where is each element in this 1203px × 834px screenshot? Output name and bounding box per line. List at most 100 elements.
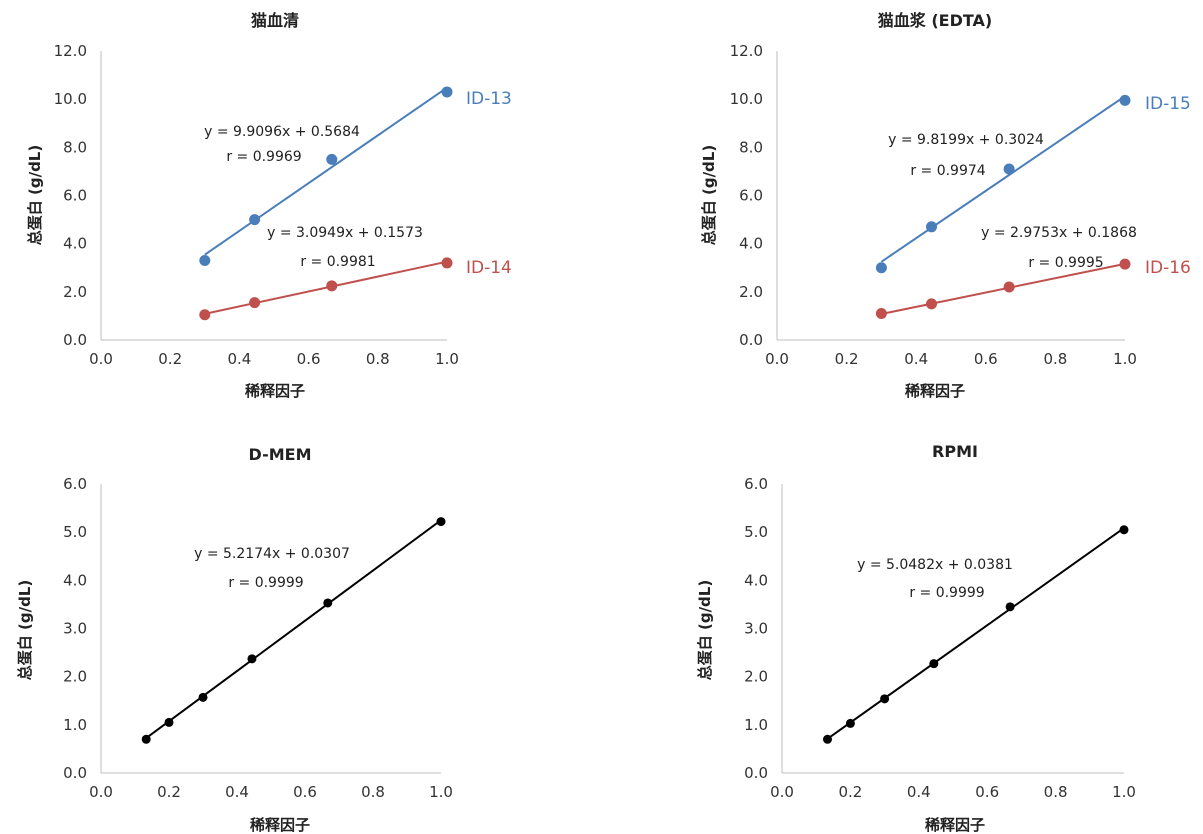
y-tick-label: 4.0 <box>744 571 768 589</box>
x-tick-label: 0.6 <box>975 783 999 801</box>
y-tick-label: 2.0 <box>63 283 87 301</box>
data-point <box>198 692 208 702</box>
fit-line <box>881 262 1126 315</box>
y-tick-label: 10.0 <box>54 90 87 108</box>
y-axis-label: 总蛋白 (g/dL) <box>696 580 714 680</box>
data-point <box>845 718 855 728</box>
y-tick-label: 0.0 <box>744 764 768 782</box>
data-point <box>436 517 446 527</box>
y-tick-label: 2.0 <box>739 283 763 301</box>
y-tick-label: 1.0 <box>744 716 768 734</box>
y-tick-label: 5.0 <box>63 523 87 541</box>
x-tick-label: 0.4 <box>907 783 931 801</box>
data-point <box>141 734 151 744</box>
x-axis-label: 稀释因子 <box>250 816 310 834</box>
data-point <box>880 694 890 704</box>
x-tick-label: 0.6 <box>297 350 321 368</box>
x-tick-label: 0.0 <box>89 350 113 368</box>
fit-line <box>204 86 448 256</box>
fit-line <box>145 519 442 739</box>
x-axis-label: 稀释因子 <box>925 816 985 834</box>
data-point <box>199 309 211 321</box>
data-point <box>1119 94 1131 106</box>
y-tick-label: 4.0 <box>63 235 87 253</box>
y-axis-label: 总蛋白 (g/dL) <box>26 145 44 245</box>
fit-equation: y = 5.0482x + 0.0381 <box>857 557 1013 573</box>
data-point <box>1119 258 1131 270</box>
chart-title: RPMI <box>932 442 978 461</box>
x-tick-label: 0.8 <box>366 350 390 368</box>
chart-1: 猫血浆 (EDTA) 稀释因子 总蛋白 (g/dL) 0.0 0.2 0.4 0.6 0.8 1… <box>700 11 1191 400</box>
data-point <box>249 214 261 226</box>
correlation-label: r = 0.9999 <box>909 585 984 601</box>
chart-2: D-MEM 稀释因子 总蛋白 (g/dL) 0.0 0.2 0.4 0.6 0.8 1.0 0.0… <box>16 445 453 834</box>
y-tick-label: 12.0 <box>730 42 763 60</box>
y-tick-label: 6.0 <box>63 187 87 205</box>
y-tick-label: 2.0 <box>63 668 87 686</box>
x-tick-label: 1.0 <box>435 350 459 368</box>
data-point <box>326 280 338 292</box>
x-tick-label: 0.8 <box>361 783 385 801</box>
fit-equation: y = 2.9753x + 0.1868 <box>981 225 1137 241</box>
x-tick-label: 1.0 <box>1113 350 1137 368</box>
y-tick-label: 3.0 <box>744 620 768 638</box>
correlation-label: r = 0.9974 <box>910 163 985 179</box>
y-tick-label: 6.0 <box>63 475 87 493</box>
x-tick-label: 0.2 <box>835 350 859 368</box>
data-point <box>822 734 832 744</box>
data-point <box>1005 602 1015 612</box>
data-point <box>1003 163 1015 175</box>
x-tick-label: 1.0 <box>429 783 453 801</box>
y-tick-label: 0.0 <box>63 331 87 349</box>
y-tick-label: 1.0 <box>63 716 87 734</box>
y-tick-label: 3.0 <box>63 620 87 638</box>
x-axis-label: 稀释因子 <box>905 382 965 400</box>
chart-3: RPMI 稀释因子 总蛋白 (g/dL) 0.0 0.2 0.4 0.6 0.8 1.0 0.0 1… <box>696 442 1136 834</box>
data-point <box>199 255 211 267</box>
y-tick-label: 4.0 <box>739 235 763 253</box>
x-tick-label: 0.4 <box>904 350 928 368</box>
x-tick-label: 1.0 <box>1112 783 1136 801</box>
data-point <box>1119 525 1129 535</box>
fit-line <box>204 260 448 315</box>
x-tick-label: 0.6 <box>974 350 998 368</box>
data-point <box>323 598 333 608</box>
x-tick-label: 0.4 <box>227 350 251 368</box>
y-tick-label: 12.0 <box>54 42 87 60</box>
data-point <box>164 717 174 727</box>
chart-title: 猫血浆 (EDTA) <box>878 11 992 30</box>
data-point <box>875 262 887 274</box>
data-point <box>441 257 453 269</box>
y-tick-label: 6.0 <box>744 475 768 493</box>
x-tick-label: 0.2 <box>157 783 181 801</box>
fit-line <box>880 95 1126 263</box>
fit-equation: y = 9.8199x + 0.3024 <box>888 132 1044 148</box>
y-tick-label: 0.0 <box>63 764 87 782</box>
chart-title: D-MEM <box>249 445 312 464</box>
series-label: ID-15 <box>1145 94 1191 114</box>
x-tick-label: 0.4 <box>225 783 249 801</box>
x-tick-label: 0.8 <box>1044 783 1068 801</box>
correlation-label: r = 0.9995 <box>1028 255 1103 271</box>
y-tick-label: 0.0 <box>739 331 763 349</box>
fit-equation: y = 5.2174x + 0.0307 <box>194 546 350 562</box>
x-tick-label: 0.0 <box>765 350 789 368</box>
correlation-label: r = 0.9969 <box>226 149 301 165</box>
data-point <box>926 221 938 233</box>
data-point <box>929 659 939 669</box>
data-point <box>441 86 453 98</box>
x-tick-label: 0.2 <box>158 350 182 368</box>
x-tick-label: 0.6 <box>293 783 317 801</box>
y-tick-label: 4.0 <box>63 571 87 589</box>
correlation-label: r = 0.9981 <box>300 254 375 270</box>
x-tick-label: 0.8 <box>1043 350 1067 368</box>
series-label: ID-16 <box>1145 258 1191 278</box>
series-label: ID-13 <box>466 89 512 109</box>
x-tick-label: 0.2 <box>838 783 862 801</box>
y-tick-label: 8.0 <box>63 138 87 156</box>
series-label: ID-14 <box>466 258 512 278</box>
chart-title: 猫血清 <box>251 11 299 30</box>
y-tick-label: 6.0 <box>739 187 763 205</box>
